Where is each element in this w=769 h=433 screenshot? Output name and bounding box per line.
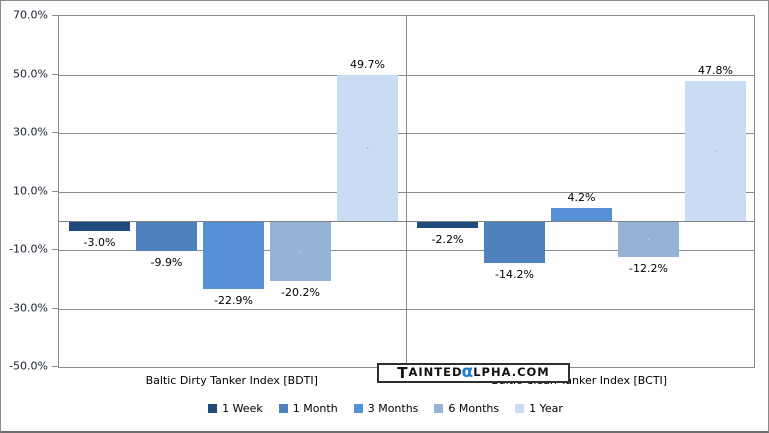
bar-value-label: -3.0% [83, 235, 116, 249]
legend-swatch-3-months [353, 404, 363, 413]
category-divider-line [406, 16, 407, 371]
bar-value-label: -12.2% [629, 262, 668, 276]
y-axis: 70.0% 50.0% 30.0% 10.0% -10.0% -30.0% -50.0% [1, 9, 58, 373]
y-tick-mark [52, 307, 58, 309]
bar-value-label: -14.2% [495, 268, 534, 282]
bar-1-month-baltic-clean-tanker-index-bcti- [484, 221, 545, 264]
legend-swatch-1-month [278, 404, 288, 413]
y-tick-mark [52, 366, 58, 367]
bar-group-baltic-dirty-tanker-index-bdti-: -3.0% -9.9% -22.9% -20.2% 49.7% [59, 16, 406, 367]
bar-group-baltic-clean-tanker-index-bcti-: -2.2% -14.2% 4.2% -12.2% 47.8% [407, 16, 754, 367]
bar-6-months-baltic-dirty-tanker-index-bdti- [270, 221, 331, 281]
bar-value-label: -20.2% [281, 285, 320, 299]
bar-value-label: 49.7% [350, 58, 385, 72]
y-tick-mark [52, 15, 58, 16]
zero-axis-line [59, 220, 754, 222]
y-tick-label: 30.0% [13, 125, 48, 139]
bar-value-label: -2.2% [431, 233, 464, 247]
legend-label: 6 Months [448, 402, 500, 415]
legend-item-6-months: 6 Months [434, 402, 499, 415]
legend: 1 Week 1 Month 3 Months 6 Months 1 Year [1, 402, 769, 415]
bar-3-months-baltic-dirty-tanker-index-bdti- [203, 221, 264, 289]
watermark-text-tail: LPHA.COM [473, 365, 550, 380]
y-tick-mark [52, 73, 58, 75]
watermark: T AINTED α LPHA.COM [377, 363, 570, 383]
y-tick-label: -10.0% [9, 242, 48, 256]
y-tick-label: -50.0% [9, 359, 48, 373]
y-tick-label: 50.0% [13, 67, 48, 80]
legend-item-1-week: 1 Week [208, 402, 263, 415]
bar-6-months-baltic-clean-tanker-index-bcti- [618, 221, 679, 258]
watermark-alpha-glyph: α [461, 361, 475, 382]
bar-1-month-baltic-dirty-tanker-index-bdti- [136, 221, 197, 251]
y-tick-mark [52, 132, 58, 133]
y-tick-label: 10.0% [13, 184, 48, 197]
legend-label: 1 Week [222, 402, 263, 415]
legend-item-1-month: 1 Month [278, 402, 338, 415]
plot-area: T AINTED α LPHA.COM -3.0% -9.9% -22.9% -20.2% 4… [58, 15, 755, 383]
legend-label: 1 Month [292, 402, 338, 415]
category-label-bdti: Baltic Dirty Tanker Index [BDTI] [145, 374, 318, 387]
watermark-text-lead: T [397, 363, 409, 382]
bar-1-year-baltic-dirty-tanker-index-bdti- [337, 75, 398, 221]
bar-value-label: -9.9% [150, 255, 183, 269]
legend-swatch-1-year [515, 404, 525, 413]
bar-1-week-baltic-clean-tanker-index-bcti- [417, 221, 478, 229]
y-tick-mark [52, 249, 58, 250]
watermark-text-body: AINTED [408, 365, 463, 380]
legend-swatch-1-week [208, 404, 218, 413]
bar-value-label: 47.8% [698, 63, 733, 77]
legend-label: 1 Year [529, 402, 563, 415]
legend-label: 3 Months [367, 402, 419, 415]
bar-value-label: 4.2% [567, 191, 596, 205]
legend-item-1-year: 1 Year [515, 402, 563, 415]
y-tick-mark [52, 190, 58, 192]
legend-item-3-months: 3 Months [353, 402, 419, 415]
bar-3-months-baltic-clean-tanker-index-bcti- [551, 208, 612, 221]
y-tick-label: -30.0% [9, 301, 48, 314]
bar-value-label: -22.9% [214, 293, 253, 307]
legend-swatch-6-months [434, 404, 444, 413]
y-tick-label: 70.0% [13, 8, 48, 22]
bar-1-year-baltic-clean-tanker-index-bcti- [685, 80, 746, 221]
bar-1-week-baltic-dirty-tanker-index-bdti- [69, 221, 130, 231]
